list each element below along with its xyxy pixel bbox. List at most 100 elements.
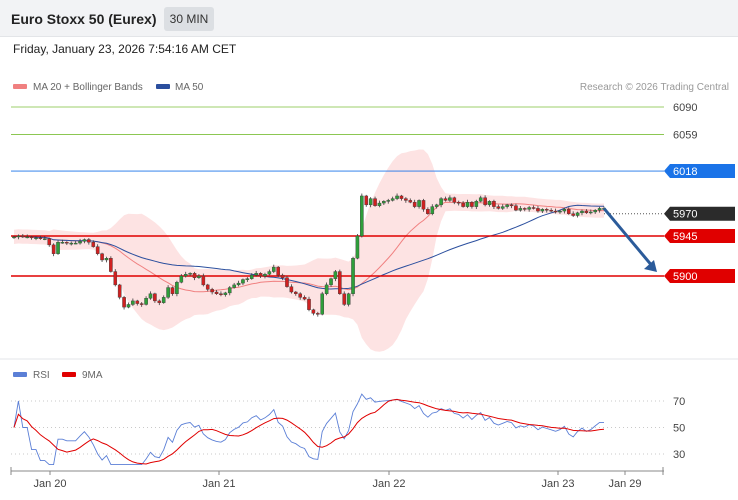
candle-body [426, 209, 430, 214]
ma9-legend-label: 9MA [82, 370, 103, 381]
candle-body [342, 293, 347, 305]
candle-body [82, 239, 87, 242]
candle-body [95, 246, 100, 254]
price-tag-6090: 6090 [673, 102, 697, 114]
candle-body [289, 286, 294, 293]
candle-body [245, 278, 250, 280]
candle-body [139, 303, 144, 305]
candle-body [210, 289, 214, 293]
candle-body [280, 274, 285, 278]
candle-body [87, 239, 91, 243]
candle-body [109, 258, 113, 272]
rsi-legend-label: RSI [33, 370, 50, 381]
candle-body [307, 298, 311, 310]
candle-body [589, 211, 593, 214]
rsi-ma9-line [13, 398, 605, 465]
candle-body [51, 244, 56, 254]
candle-body [439, 198, 443, 206]
candle-body [434, 204, 439, 207]
candle-body [505, 204, 509, 207]
ma20-legend-swatch [13, 84, 27, 89]
time-axis-label: Jan 21 [202, 478, 235, 490]
candle-body [597, 208, 602, 211]
bollinger-band [14, 149, 604, 352]
candle-body [161, 297, 166, 303]
candle-body [302, 297, 307, 300]
candle-body [117, 284, 122, 298]
price-tag-label: 6090 [673, 102, 697, 114]
price-tag-6059: 6059 [673, 130, 697, 142]
candles [12, 193, 606, 317]
candle-body [522, 208, 527, 210]
candle-body [324, 284, 329, 294]
forecast-arrow [602, 207, 657, 272]
candle-body [21, 235, 25, 238]
price-tag-5970: 5970 [664, 206, 735, 221]
candle-body [492, 201, 496, 207]
candle-body [448, 197, 452, 201]
candle-body [430, 206, 435, 214]
price-tag-label: 6059 [673, 130, 697, 142]
candle-body [549, 209, 553, 212]
time-axis-label: Jan 29 [608, 478, 641, 490]
candle-body [355, 235, 360, 259]
candle-body [294, 291, 298, 294]
candle-body [263, 274, 267, 277]
candle-body [351, 258, 355, 294]
candle-body [148, 293, 153, 299]
candle-body [34, 237, 38, 239]
candle-body [223, 292, 228, 295]
candle-body [553, 210, 558, 213]
candle-body [571, 213, 575, 216]
candle-body [104, 258, 109, 261]
time-axis-label: Jan 22 [372, 478, 405, 490]
candle-body [73, 242, 78, 245]
candle-body [16, 235, 21, 238]
candle-body [285, 277, 289, 287]
candle-body [575, 212, 580, 216]
candle-body [465, 201, 470, 207]
candle-body [56, 241, 60, 254]
candle-body [276, 266, 280, 276]
candle-body [241, 279, 245, 284]
candle-body [518, 208, 523, 211]
candle-body [232, 284, 236, 288]
price-levels [11, 106, 664, 277]
candle-body [584, 210, 589, 214]
candle-body [201, 275, 206, 286]
candle-body [38, 237, 43, 239]
candle-body [131, 300, 135, 305]
price-tag-label: 5945 [673, 231, 697, 243]
ma50-legend-label: MA 50 [175, 82, 204, 93]
candle-body [271, 266, 276, 272]
timeframe-badge[interactable]: 30 MIN [164, 7, 214, 31]
candle-body [153, 293, 157, 302]
candle-body [395, 195, 399, 199]
ma20-legend-label: MA 20 + Bollinger Bands [33, 82, 143, 93]
candle-body [254, 273, 258, 276]
candle-body [338, 271, 342, 294]
candle-body [368, 198, 373, 206]
forecast-arrow-shaft [602, 207, 655, 268]
ma50-line [13, 204, 605, 290]
candle-body [483, 197, 487, 206]
candle-body [267, 271, 272, 275]
price-tag-label: 5970 [673, 209, 697, 221]
bollinger-band-area [14, 149, 604, 352]
candle-body [65, 241, 69, 244]
credit-text: Research © 2026 Trading Central [580, 82, 729, 93]
candle-body [404, 198, 408, 201]
rsi-level-label: 30 [673, 449, 685, 461]
rsi-legend: RSI 9MA [13, 370, 103, 381]
candle-body [373, 198, 377, 206]
candle-body [452, 197, 457, 203]
candle-body [399, 195, 404, 199]
candle-body [188, 273, 192, 275]
candle-body [509, 204, 514, 207]
ma20-line [13, 201, 605, 293]
candle-body [544, 209, 549, 211]
candle-body [456, 201, 461, 204]
candle-body [496, 206, 501, 209]
candle-body [329, 278, 333, 286]
